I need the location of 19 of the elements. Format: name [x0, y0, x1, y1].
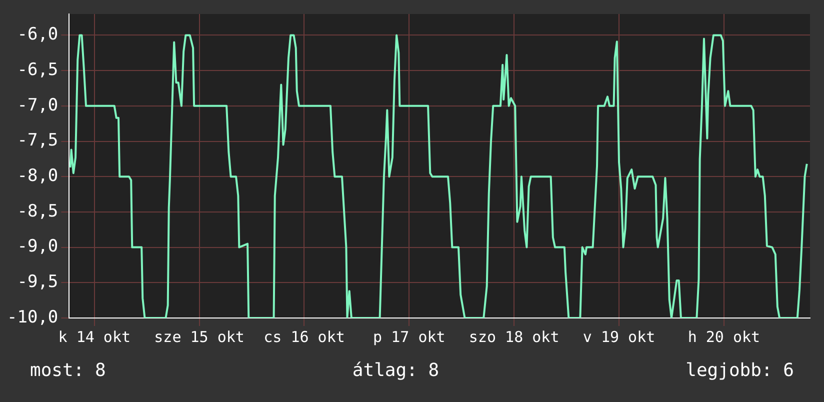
- y-tick-label: -10,0: [6, 307, 58, 328]
- x-tick-label: cs 16 okt: [264, 328, 345, 346]
- text: legjobb: 6: [686, 360, 794, 381]
- y-tick-label: -8,5: [17, 201, 58, 222]
- text: most: 8: [30, 360, 106, 381]
- text: átlag: 8: [352, 360, 440, 381]
- y-tick-label: -9,5: [17, 272, 58, 292]
- x-tick-label: sze 15 okt: [154, 328, 244, 346]
- x-tick-label: p 17 okt: [373, 328, 446, 346]
- x-tick-label: h 20 okt: [688, 328, 760, 346]
- y-tick-label: -8,0: [17, 166, 58, 186]
- y-tick-label: -6,5: [17, 60, 58, 80]
- x-tick-label: k 14 okt: [58, 328, 131, 346]
- y-tick-label: -7,5: [17, 130, 58, 151]
- x-tick-label: szo 18 okt: [468, 328, 560, 346]
- x-tick-label: v 19 okt: [582, 328, 656, 346]
- y-tick-label: -7,0: [17, 95, 58, 116]
- y-tick-label: -6,0: [17, 24, 58, 45]
- y-tick-label: -9,0: [17, 236, 58, 257]
